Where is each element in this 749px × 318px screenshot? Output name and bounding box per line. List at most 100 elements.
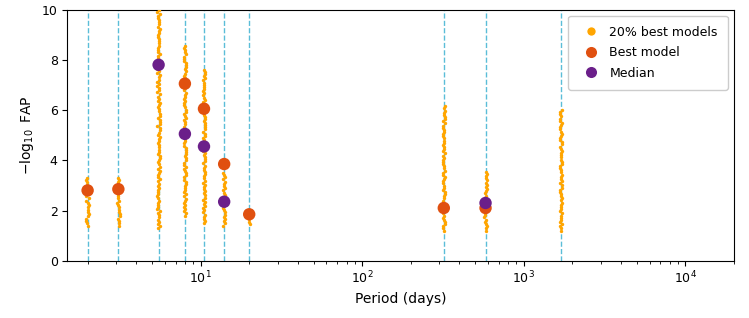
Point bbox=[154, 30, 166, 35]
Point bbox=[439, 117, 451, 122]
Point bbox=[180, 179, 192, 184]
Point bbox=[198, 127, 210, 132]
Point bbox=[480, 222, 492, 227]
Point bbox=[179, 131, 191, 136]
Point bbox=[178, 207, 190, 212]
Point bbox=[154, 156, 166, 161]
Point bbox=[437, 149, 449, 154]
Point bbox=[82, 207, 94, 212]
Point bbox=[114, 214, 126, 219]
Point bbox=[438, 106, 450, 111]
Point bbox=[153, 219, 165, 224]
Point bbox=[154, 11, 166, 16]
Point bbox=[151, 187, 163, 192]
Point bbox=[480, 173, 492, 178]
Point bbox=[178, 177, 190, 182]
Point bbox=[178, 143, 190, 148]
Point bbox=[217, 205, 229, 211]
Point bbox=[438, 129, 450, 135]
Point bbox=[198, 155, 210, 160]
Point bbox=[154, 130, 166, 135]
Point bbox=[198, 150, 210, 156]
Point bbox=[437, 179, 449, 184]
Point bbox=[178, 54, 189, 59]
Point bbox=[439, 192, 451, 197]
Point bbox=[198, 72, 210, 77]
Point bbox=[479, 208, 491, 213]
Point bbox=[554, 112, 566, 117]
Point bbox=[197, 161, 209, 166]
Point bbox=[113, 207, 125, 212]
Point bbox=[217, 223, 229, 228]
Point bbox=[198, 186, 210, 191]
Point bbox=[438, 217, 450, 222]
Point bbox=[178, 45, 190, 51]
Point bbox=[152, 13, 164, 18]
Point bbox=[179, 183, 191, 188]
Point bbox=[218, 199, 230, 204]
Point bbox=[219, 192, 231, 197]
Point bbox=[198, 80, 210, 85]
Point bbox=[481, 182, 493, 187]
Point bbox=[180, 145, 192, 150]
Point bbox=[198, 125, 210, 130]
Point bbox=[197, 180, 209, 185]
Point bbox=[481, 197, 493, 203]
Point bbox=[179, 86, 191, 91]
Point bbox=[153, 37, 165, 42]
Point bbox=[179, 94, 191, 100]
Point bbox=[437, 164, 449, 169]
Point bbox=[154, 213, 166, 218]
Point bbox=[153, 151, 165, 156]
Point bbox=[153, 170, 165, 176]
Point bbox=[437, 224, 449, 229]
Point bbox=[178, 82, 190, 87]
Point bbox=[198, 178, 210, 183]
Point bbox=[178, 162, 190, 167]
Point bbox=[153, 107, 165, 112]
Point bbox=[197, 140, 209, 145]
Point bbox=[198, 95, 210, 100]
Point bbox=[112, 184, 124, 190]
Point bbox=[197, 148, 209, 153]
Point bbox=[154, 143, 166, 148]
Point bbox=[197, 135, 209, 141]
Point bbox=[439, 108, 451, 113]
Point bbox=[554, 187, 566, 192]
Point bbox=[437, 119, 449, 124]
Point bbox=[480, 180, 492, 185]
Point bbox=[152, 105, 164, 110]
Point bbox=[198, 133, 210, 138]
Point bbox=[113, 189, 125, 194]
Point bbox=[555, 146, 567, 151]
Point bbox=[199, 121, 211, 126]
Point bbox=[152, 192, 164, 197]
Point bbox=[437, 170, 449, 175]
Point bbox=[437, 194, 449, 199]
Point bbox=[198, 91, 210, 96]
Point bbox=[556, 213, 568, 218]
Point bbox=[198, 144, 210, 149]
Point bbox=[198, 201, 210, 206]
Point bbox=[153, 62, 165, 67]
Point bbox=[199, 76, 211, 81]
Point bbox=[179, 126, 191, 131]
Point bbox=[153, 86, 165, 91]
Point bbox=[181, 164, 192, 169]
Point bbox=[198, 159, 210, 164]
Point bbox=[180, 211, 192, 216]
Point bbox=[219, 197, 231, 202]
Point bbox=[480, 226, 492, 231]
Point bbox=[112, 196, 124, 201]
Point bbox=[437, 153, 449, 158]
Point bbox=[219, 201, 231, 206]
Point bbox=[437, 157, 449, 162]
Point bbox=[178, 58, 190, 63]
Point bbox=[180, 75, 192, 80]
Point bbox=[438, 204, 450, 210]
Point bbox=[556, 196, 568, 201]
Point bbox=[554, 189, 566, 194]
Point bbox=[198, 174, 210, 179]
Point bbox=[218, 208, 230, 213]
Point bbox=[179, 202, 191, 207]
